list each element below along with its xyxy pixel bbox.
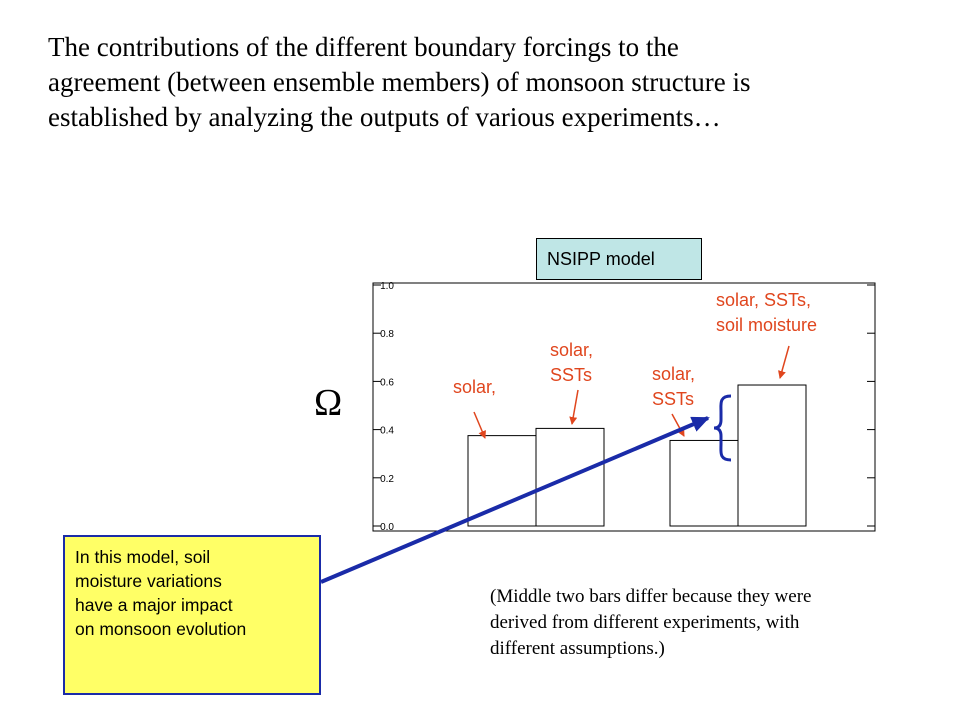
bar-label-arrow-1: [473, 411, 486, 439]
y-tick-label: 0.8: [380, 329, 394, 340]
bar-label-line: SSTs: [652, 389, 694, 409]
bar-label-2: solar, SSTs: [550, 340, 593, 385]
title-line-3: established by analyzing the outputs of …: [48, 102, 721, 132]
bar-label-arrow-3: [671, 413, 685, 437]
model-label: NSIPP model: [547, 249, 655, 269]
note-line-1: In this model, soil: [75, 547, 211, 567]
note-line-3: have a major impact: [75, 595, 233, 615]
bar-4: [737, 384, 807, 527]
y-axis-label: Ω: [314, 382, 343, 424]
caption-line-2: derived from different experiments, with: [490, 612, 800, 633]
model-label-box: NSIPP model: [536, 238, 702, 280]
bar-label-line: SSTs: [550, 365, 592, 385]
brace-icon: [713, 394, 732, 462]
y-tick-label: 0.6: [380, 377, 394, 388]
bar-3: [669, 439, 739, 527]
chart-caption: (Middle two bars differ because they wer…: [490, 584, 920, 662]
bar-label-line: soil moisture: [716, 315, 817, 335]
plot-frame: [372, 282, 876, 532]
bar-label-line: solar, SSTs,: [716, 290, 811, 310]
bar-label-arrow-2: [569, 389, 579, 425]
title-line-2: agreement (between ensemble members) of …: [48, 67, 751, 97]
y-tick-label: 0.0: [380, 522, 394, 533]
caption-line-1: (Middle two bars differ because they wer…: [490, 586, 812, 607]
bar-label-line: solar,: [550, 340, 593, 360]
bar-label-4: solar, SSTs, soil moisture: [716, 290, 817, 335]
note-line-2: moisture variations: [75, 571, 222, 591]
title-line-1: The contributions of the different bound…: [48, 32, 679, 62]
y-tick-label: 1.0: [380, 281, 394, 292]
caption-line-3: different assumptions.): [490, 638, 665, 659]
pointer-arrow: [320, 416, 710, 584]
bar-label-line: solar,: [453, 377, 496, 397]
note-line-4: on monsoon evolution: [75, 619, 247, 639]
y-tick-label: 0.2: [380, 474, 394, 485]
bar-label-arrow-4: [778, 345, 790, 379]
slide-title: The contributions of the different bound…: [48, 30, 928, 135]
bar-label-1: solar,: [453, 377, 496, 397]
y-tick-label: 0.4: [380, 426, 394, 437]
bar-label-line: solar,: [652, 364, 695, 384]
annotation-note: In this model, soil moisture variations …: [63, 535, 321, 695]
bar-1: [467, 435, 537, 527]
bar-label-3: solar, SSTs: [652, 364, 695, 409]
